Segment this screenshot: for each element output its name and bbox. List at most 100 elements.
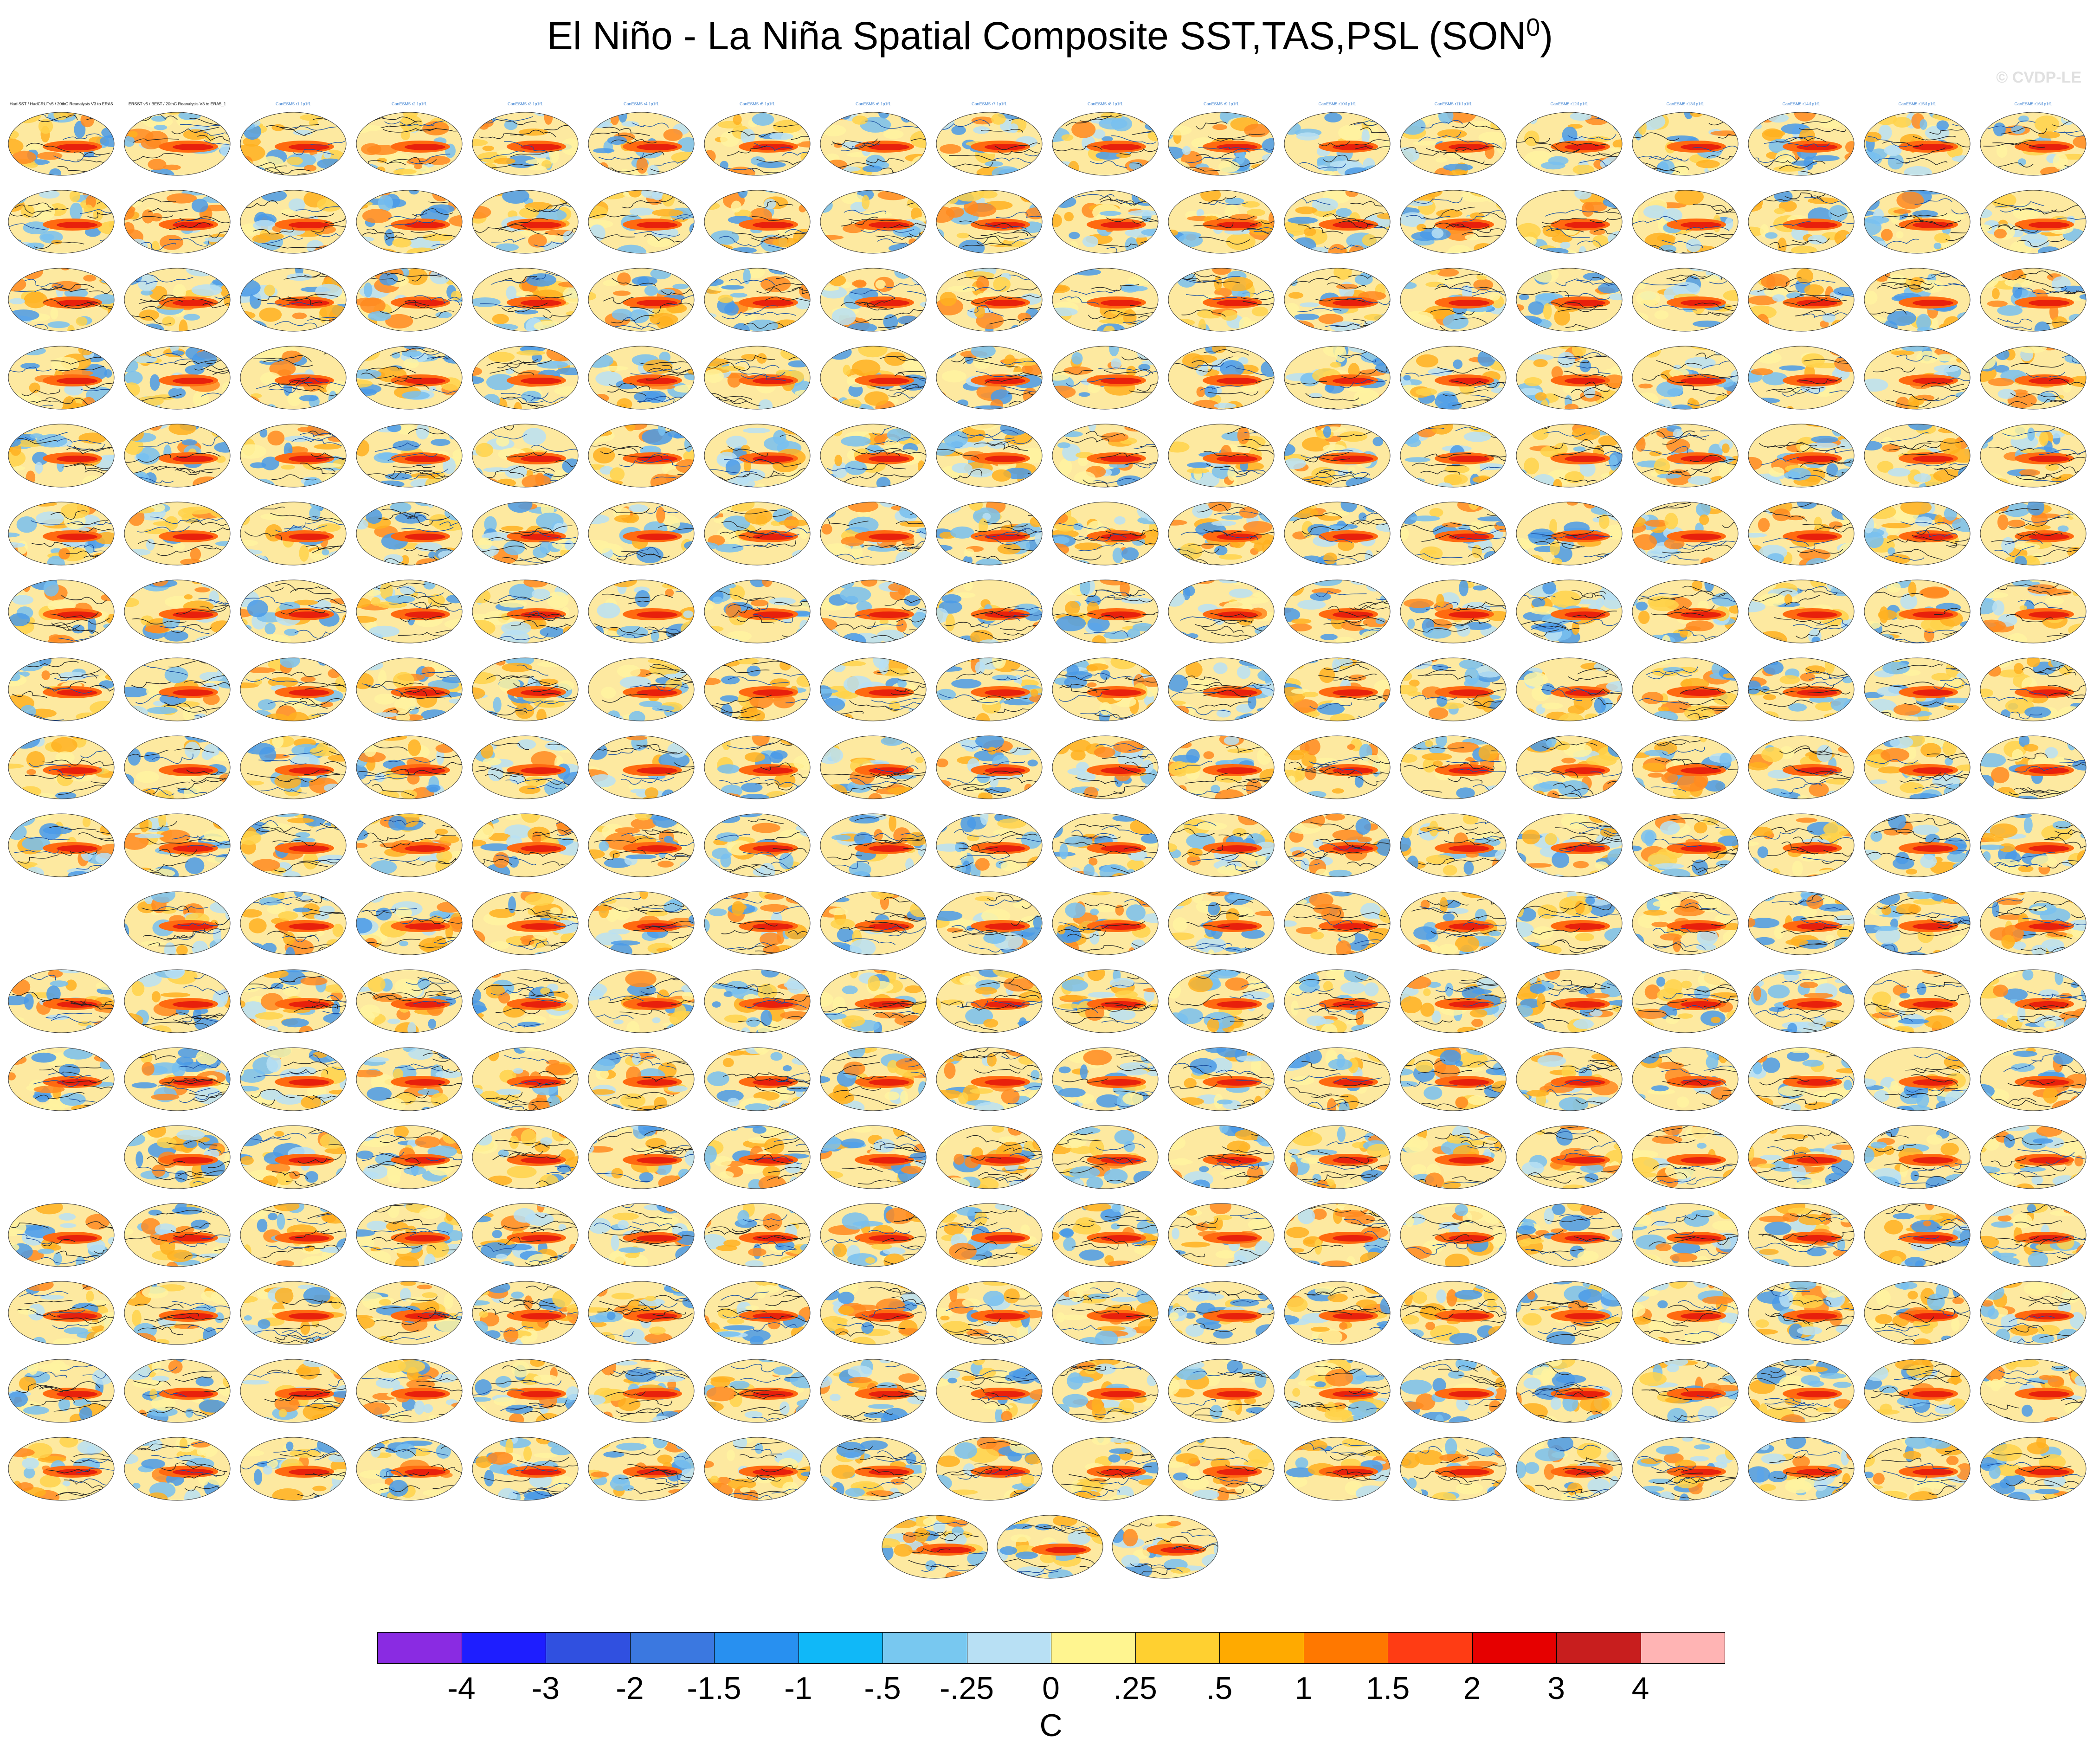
map-panel xyxy=(1861,725,1974,801)
global-map xyxy=(936,502,1043,566)
map-panel xyxy=(585,881,698,957)
map-panel xyxy=(469,1270,582,1347)
global-map xyxy=(936,1437,1043,1501)
map-panel xyxy=(469,179,582,256)
map-panel xyxy=(1165,491,1278,567)
map-panel xyxy=(353,1348,466,1425)
colorbar-tick-label: .5 xyxy=(1206,1671,1233,1706)
global-map xyxy=(1052,190,1159,254)
title-superscript: 0 xyxy=(1526,13,1540,41)
map-panel xyxy=(1629,725,1742,801)
global-map xyxy=(1284,190,1391,254)
map-panel xyxy=(1513,1114,1626,1191)
global-map xyxy=(1284,1281,1391,1345)
global-map xyxy=(936,346,1043,410)
global-map xyxy=(8,969,115,1033)
map-panel xyxy=(933,1192,1046,1269)
map-panel xyxy=(817,179,930,256)
global-map xyxy=(1284,112,1391,176)
global-map xyxy=(1400,424,1507,488)
global-map xyxy=(1168,424,1275,488)
global-map xyxy=(1516,1437,1623,1501)
global-map xyxy=(936,813,1043,877)
map-panel: CanESM5 r5i1p1f1 xyxy=(701,101,814,178)
global-map xyxy=(1284,1125,1391,1189)
map-panel xyxy=(5,569,118,645)
map-panel xyxy=(1977,959,2090,1035)
colorbar-box xyxy=(461,1632,546,1664)
global-map xyxy=(240,969,347,1033)
map-panel xyxy=(701,647,814,723)
map-panel xyxy=(1049,647,1162,723)
global-map xyxy=(472,268,579,332)
global-map xyxy=(1632,891,1739,955)
global-map xyxy=(8,1203,115,1267)
global-map xyxy=(1864,657,1971,721)
global-map xyxy=(1052,813,1159,877)
global-map xyxy=(1980,1203,2087,1267)
global-map xyxy=(472,424,579,488)
map-panel xyxy=(237,1348,350,1425)
global-map xyxy=(936,891,1043,955)
global-map xyxy=(472,502,579,566)
map-panel xyxy=(701,413,814,489)
global-map xyxy=(1168,1125,1275,1189)
map-panel xyxy=(1977,257,2090,334)
map-panel xyxy=(121,1192,234,1269)
global-map xyxy=(820,1047,927,1111)
global-map xyxy=(1516,346,1623,410)
panel-title: CanESM5 r16i1p1f1 xyxy=(2014,102,2052,106)
global-map xyxy=(820,502,927,566)
map-panel xyxy=(1629,803,1742,879)
global-map xyxy=(1864,891,1971,955)
global-map xyxy=(1168,1203,1275,1267)
colorbar-box xyxy=(798,1632,883,1664)
map-panel xyxy=(469,881,582,957)
global-map xyxy=(1748,735,1855,799)
map-panel: HadISST / HadCRUTv5 / 20thC Reanalysis V… xyxy=(5,101,118,178)
map-panel xyxy=(1281,959,1394,1035)
map-panel xyxy=(1165,1270,1278,1347)
map-panel xyxy=(1861,881,1974,957)
global-map xyxy=(588,1047,695,1111)
global-map xyxy=(1980,813,2087,877)
map-panel xyxy=(1281,647,1394,723)
map-panel xyxy=(1049,803,1162,879)
global-map xyxy=(1052,1281,1159,1345)
map-panel xyxy=(1861,569,1974,645)
map-panel xyxy=(701,1036,814,1113)
map-panel: CanESM5 r16i1p1f1 xyxy=(1977,101,2090,178)
global-map xyxy=(1168,735,1275,799)
map-panel xyxy=(585,491,698,567)
map-panel xyxy=(121,1036,234,1113)
global-map xyxy=(1168,502,1275,566)
map-panel xyxy=(585,1036,698,1113)
map-panel: CanESM5 r2i1p1f1 xyxy=(353,101,466,178)
map-panel xyxy=(1165,881,1278,957)
global-map xyxy=(1748,579,1855,643)
map-panel: CanESM5 r11i1p1f1 xyxy=(1397,101,1510,178)
global-map xyxy=(1052,969,1159,1033)
global-map xyxy=(356,1047,463,1111)
map-panel xyxy=(1629,491,1742,567)
global-map xyxy=(1748,1203,1855,1267)
map-panel: CanESM5 r15i1p1f1 xyxy=(1861,101,1974,178)
global-map xyxy=(124,1437,231,1501)
map-panel xyxy=(1513,491,1626,567)
global-map xyxy=(1980,969,2087,1033)
global-map xyxy=(936,1125,1043,1189)
global-map xyxy=(1400,502,1507,566)
panel-title: CanESM5 r8i1p1f1 xyxy=(1087,102,1123,106)
map-panel xyxy=(1281,257,1394,334)
global-map xyxy=(936,1281,1043,1345)
map-panel xyxy=(1513,881,1626,957)
map-panel xyxy=(1629,959,1742,1035)
global-map xyxy=(1748,891,1855,955)
global-map xyxy=(356,657,463,721)
colorbar-tick-label: .25 xyxy=(1113,1671,1157,1706)
map-panel xyxy=(121,1426,234,1503)
map-panel xyxy=(1281,569,1394,645)
global-map xyxy=(1864,1281,1971,1345)
global-map xyxy=(8,657,115,721)
map-panel xyxy=(701,179,814,256)
